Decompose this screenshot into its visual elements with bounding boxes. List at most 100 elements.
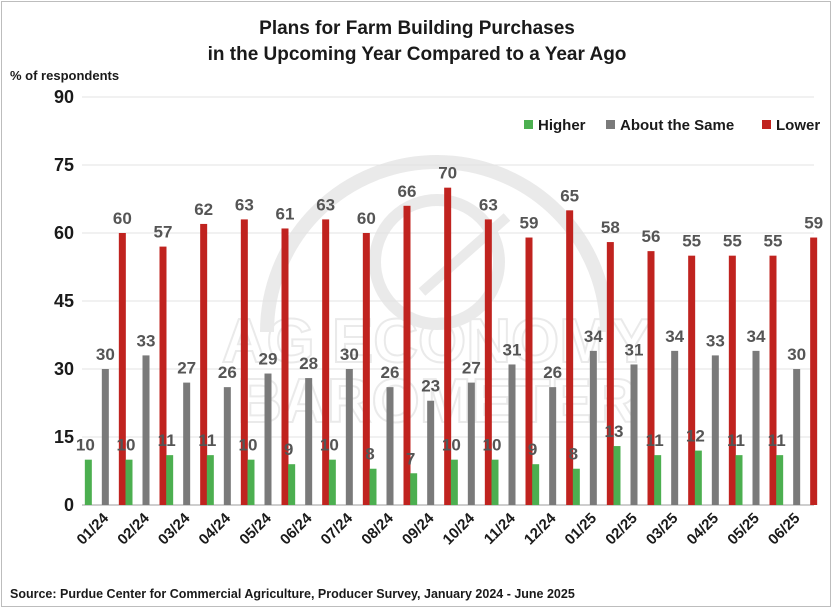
x-tick-label: 01/25 <box>562 510 601 549</box>
bar-lower <box>322 219 330 505</box>
bar-lower <box>810 237 818 506</box>
data-label: 11 <box>198 431 216 450</box>
x-tick-label: 11/24 <box>481 509 519 547</box>
bar-higher <box>206 455 214 505</box>
data-label: 23 <box>421 377 440 396</box>
data-label: 58 <box>601 218 620 237</box>
data-label: 56 <box>642 227 661 246</box>
bar-lower <box>728 255 736 505</box>
data-label: 55 <box>723 232 742 251</box>
x-tick-label: 04/25 <box>684 510 723 549</box>
bar-higher <box>776 455 784 505</box>
bar-about-the-same <box>101 369 109 505</box>
bar-about-the-same <box>386 387 394 505</box>
data-label: 10 <box>320 436 339 455</box>
x-tick-label: 03/24 <box>155 509 194 548</box>
x-tick-label: 07/24 <box>318 509 357 548</box>
bar-about-the-same <box>711 355 719 505</box>
x-tick-label: 08/24 <box>358 509 397 548</box>
data-label: 10 <box>117 436 136 455</box>
x-tick-label: 06/25 <box>765 510 804 549</box>
data-label: 66 <box>398 182 417 201</box>
bar-lower <box>525 237 533 506</box>
legend-label: Lower <box>776 117 820 134</box>
bar-lower <box>118 233 126 505</box>
source-note: Source: Purdue Center for Commercial Agr… <box>10 587 575 601</box>
legend-label: Higher <box>538 117 586 134</box>
bar-about-the-same <box>508 364 516 505</box>
legend-label: About the Same <box>620 117 734 134</box>
data-label: 33 <box>706 331 725 350</box>
x-tick-label: 06/24 <box>277 509 316 548</box>
y-tick-label: 60 <box>54 223 74 243</box>
x-tick-label: 10/24 <box>440 509 479 548</box>
bar-lower <box>484 219 492 505</box>
legend-swatch <box>524 120 533 129</box>
data-label: 34 <box>747 327 766 346</box>
bar-higher <box>654 455 662 505</box>
bar-higher <box>410 473 418 505</box>
y-tick-label: 75 <box>54 155 74 175</box>
chart-title-line-1: Plans for Farm Building Purchases <box>259 18 575 39</box>
x-tick-label: 02/25 <box>602 510 641 549</box>
legend: Higher About the Same Lower <box>524 117 820 134</box>
bar-higher <box>369 468 377 505</box>
bar-about-the-same <box>264 373 272 505</box>
bar-lower <box>281 228 289 505</box>
data-label: 10 <box>76 436 95 455</box>
bar-higher <box>125 459 133 505</box>
data-label: 63 <box>479 195 498 214</box>
x-tick-label: 12/24 <box>521 509 560 548</box>
bar-lower <box>444 187 452 505</box>
bar-higher <box>532 464 540 505</box>
y-tick-label: 0 <box>64 495 74 515</box>
bar-about-the-same <box>345 369 353 505</box>
x-tick-label: 01/24 <box>74 509 113 548</box>
bar-higher <box>572 468 580 505</box>
bars <box>84 187 818 506</box>
bar-about-the-same <box>549 387 557 505</box>
data-label: 11 <box>727 431 745 450</box>
bar-lower <box>362 233 370 505</box>
data-label: 27 <box>462 359 481 378</box>
x-tick-label: 05/24 <box>236 509 275 548</box>
data-label: 60 <box>357 209 376 228</box>
bar-lower <box>200 223 208 505</box>
x-tick-label: 03/25 <box>643 510 682 549</box>
bar-higher <box>491 459 499 505</box>
y-tick-label: 15 <box>54 427 74 447</box>
data-label: 62 <box>194 200 213 219</box>
data-label: 11 <box>158 431 176 450</box>
bar-lower <box>240 219 248 505</box>
x-tick-label: 05/25 <box>724 510 763 549</box>
data-label: 65 <box>560 186 579 205</box>
bar-lower <box>159 246 167 505</box>
y-axis-label: % of respondents <box>10 68 119 83</box>
bar-lower <box>403 205 411 506</box>
data-label: 31 <box>625 340 644 359</box>
data-label: 31 <box>503 340 522 359</box>
data-label: 60 <box>113 209 132 228</box>
bar-about-the-same <box>467 382 475 505</box>
data-labels: 10 30 60 10 33 57 11 27 62 11 26 63 10 29 61 9 28 63 10 30 6… <box>76 164 823 469</box>
bar-lower <box>606 242 614 506</box>
data-label: 55 <box>764 232 783 251</box>
x-tick-label: 09/24 <box>399 509 438 548</box>
bar-higher <box>694 450 702 505</box>
data-label: 11 <box>646 431 664 450</box>
data-label: 10 <box>442 436 461 455</box>
bar-about-the-same <box>223 387 231 505</box>
bar-about-the-same <box>183 382 191 505</box>
bar-higher <box>288 464 296 505</box>
bar-higher <box>735 455 743 505</box>
data-label: 26 <box>543 363 562 382</box>
bar-about-the-same <box>671 350 679 505</box>
data-label: 10 <box>239 436 258 455</box>
data-label: 7 <box>406 449 415 468</box>
bar-about-the-same <box>427 400 435 505</box>
data-label: 70 <box>438 164 457 183</box>
data-label: 34 <box>665 327 684 346</box>
data-label: 30 <box>96 345 115 364</box>
y-tick-labels: 0 15 30 45 60 75 90 <box>54 87 74 515</box>
bar-lower <box>688 255 696 505</box>
